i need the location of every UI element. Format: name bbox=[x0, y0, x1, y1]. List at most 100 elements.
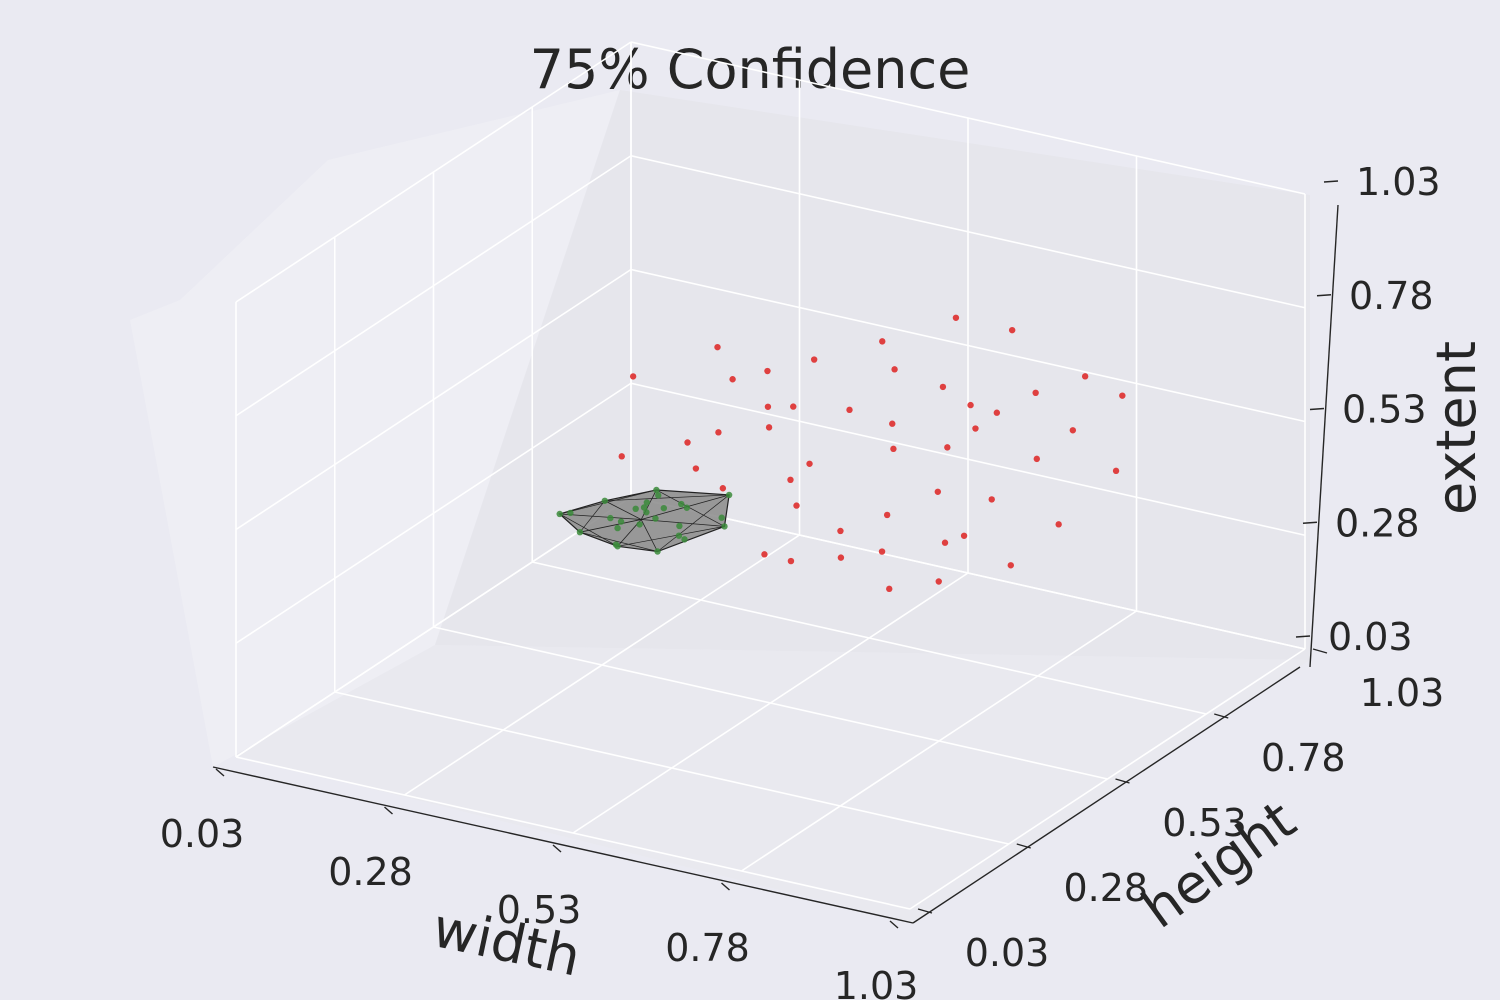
outside-point bbox=[889, 420, 896, 427]
outside-point bbox=[793, 502, 800, 509]
grid-line bbox=[630, 268, 1306, 423]
data-points bbox=[556, 314, 1126, 593]
hull-edge bbox=[604, 494, 730, 502]
y-tick-mark bbox=[917, 908, 933, 914]
hull-edge bbox=[579, 531, 658, 552]
outside-point bbox=[886, 585, 893, 593]
grid-line bbox=[630, 41, 1306, 195]
grid-line bbox=[532, 561, 1207, 715]
grid-lines bbox=[235, 41, 1306, 910]
outside-point bbox=[618, 453, 625, 460]
x-tick-mark bbox=[552, 844, 562, 853]
outside-point bbox=[1069, 427, 1077, 434]
z-tick-mark bbox=[1302, 521, 1318, 524]
x-tick-label: 0.78 bbox=[665, 926, 750, 970]
hull-edge bbox=[604, 500, 642, 520]
hull-edge bbox=[640, 519, 658, 552]
y-tick-label: 0.78 bbox=[1261, 736, 1346, 780]
outside-point bbox=[891, 366, 898, 373]
inside-point bbox=[725, 491, 733, 499]
inside-point bbox=[556, 510, 563, 518]
inside-point bbox=[653, 486, 660, 494]
outside-point bbox=[944, 444, 951, 451]
inside-point bbox=[675, 532, 683, 539]
x-tick-mark bbox=[215, 768, 225, 777]
outside-point bbox=[846, 406, 853, 414]
inside-point bbox=[660, 504, 668, 512]
outside-point bbox=[715, 429, 722, 436]
outside-point bbox=[764, 367, 771, 375]
outside-point bbox=[993, 409, 1001, 416]
inside-point bbox=[601, 497, 608, 504]
outside-point bbox=[719, 485, 727, 492]
outside-point bbox=[967, 401, 974, 409]
outside-point bbox=[941, 539, 949, 546]
hull-edge bbox=[656, 489, 725, 527]
outside-point bbox=[960, 532, 968, 539]
outside-point bbox=[988, 496, 995, 503]
inside-point bbox=[718, 514, 725, 521]
inside-point bbox=[678, 500, 685, 508]
outside-point bbox=[934, 488, 942, 495]
outside-point bbox=[692, 465, 700, 472]
inside-point bbox=[643, 509, 650, 516]
outside-point bbox=[879, 338, 886, 345]
inside-point bbox=[643, 499, 651, 506]
x-tick-label: 1.03 bbox=[834, 964, 919, 1000]
x-tick-mark bbox=[384, 806, 393, 815]
y-tick-label: 0.53 bbox=[1162, 801, 1247, 845]
outside-point bbox=[684, 439, 691, 446]
z-tick-label: 0.03 bbox=[1328, 615, 1413, 659]
inside-point bbox=[614, 524, 621, 532]
z-tick-mark bbox=[1295, 635, 1311, 638]
floor-pane bbox=[235, 645, 1310, 923]
outside-point bbox=[729, 376, 736, 383]
outside-point bbox=[878, 548, 886, 555]
inside-point bbox=[617, 518, 625, 525]
hull-edge bbox=[559, 513, 642, 520]
y-tick-label: 0.28 bbox=[1063, 866, 1148, 910]
outside-point bbox=[1112, 467, 1120, 475]
inside-point bbox=[576, 528, 584, 536]
grid-line bbox=[630, 154, 1306, 309]
y-tick-mark bbox=[1312, 648, 1328, 654]
x-tick-label: 0.03 bbox=[160, 812, 245, 856]
inside-point bbox=[567, 509, 574, 517]
outside-point bbox=[1119, 392, 1126, 399]
y-tick-label: 1.03 bbox=[1360, 671, 1445, 715]
y-ticks: 0.03 0.28 0.53 0.78 1.03 bbox=[917, 648, 1445, 975]
outside-point bbox=[764, 403, 772, 410]
inside-point bbox=[681, 536, 688, 543]
inside-point bbox=[683, 504, 691, 511]
outside-point bbox=[1055, 521, 1062, 528]
y-tick-label: 0.03 bbox=[965, 931, 1050, 975]
inside-point bbox=[640, 504, 648, 511]
inside-point bbox=[652, 515, 659, 522]
z-tick-label: 0.78 bbox=[1349, 274, 1434, 318]
left-wall bbox=[328, 90, 620, 700]
outside-point bbox=[1007, 562, 1014, 569]
inside-point bbox=[721, 523, 728, 530]
inside-point bbox=[655, 492, 662, 499]
x-axis-line bbox=[212, 766, 914, 924]
outside-point bbox=[787, 476, 794, 484]
hull-edge bbox=[657, 494, 730, 552]
outside-point bbox=[714, 343, 721, 351]
grid-line bbox=[235, 41, 632, 303]
y-tick-mark bbox=[1016, 843, 1031, 849]
inside-point bbox=[612, 541, 620, 548]
outside-point bbox=[1081, 373, 1089, 380]
outside-point bbox=[939, 383, 947, 391]
outside-point bbox=[1032, 389, 1039, 396]
hull-edge bbox=[579, 519, 642, 533]
inside-point bbox=[636, 521, 643, 528]
outside-point bbox=[761, 551, 768, 558]
z-tick-mark bbox=[1323, 180, 1339, 183]
outside-point bbox=[972, 425, 979, 432]
outside-point bbox=[787, 557, 795, 565]
outside-point bbox=[883, 511, 891, 519]
inside-point bbox=[676, 522, 683, 530]
x-tick-label: 0.28 bbox=[328, 850, 413, 894]
z-axis-label: extent bbox=[1425, 341, 1488, 515]
